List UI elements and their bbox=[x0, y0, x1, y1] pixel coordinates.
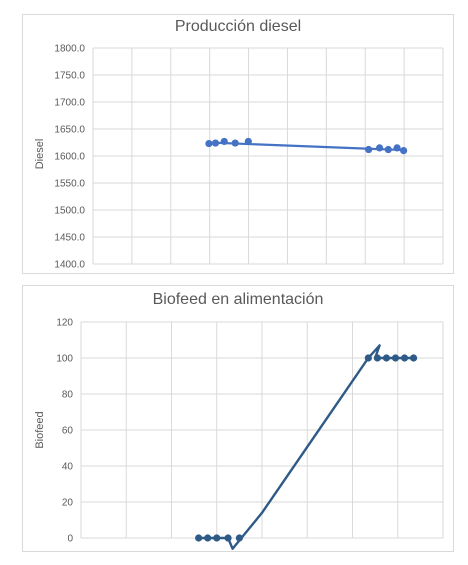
gridlines bbox=[80, 321, 444, 539]
chart-title: Producción diesel bbox=[175, 18, 301, 35]
y-tick-labels: 1800.0 1750.0 1700.0 1650.0 1600.0 1550.0 1500… bbox=[54, 44, 85, 271]
y-tick-label: 60 bbox=[62, 426, 74, 437]
data-point bbox=[364, 354, 372, 362]
data-point bbox=[375, 144, 384, 152]
diesel-chart: Producción diesel Diesel 1800.0 1750.0 170… bbox=[34, 18, 444, 271]
series-marks bbox=[195, 344, 418, 550]
y-tick-label: 0 bbox=[67, 534, 73, 545]
y-tick-label: 40 bbox=[62, 462, 74, 473]
data-point bbox=[384, 145, 392, 154]
data-point bbox=[211, 139, 220, 147]
data-point bbox=[409, 354, 418, 362]
y-tick-labels: 120 100 80 60 40 20 0 bbox=[56, 318, 73, 545]
data-point bbox=[213, 534, 221, 542]
data-point bbox=[231, 139, 239, 147]
y-tick-label: 100 bbox=[56, 354, 73, 365]
y-axis-title: Biofeed bbox=[34, 411, 46, 448]
chart-title: Biofeed en alimentación bbox=[153, 291, 324, 308]
y-tick-label: 1500.0 bbox=[54, 206, 85, 217]
y-tick-label: 20 bbox=[62, 498, 74, 509]
y-tick-label: 1450.0 bbox=[54, 233, 85, 244]
data-point bbox=[224, 534, 232, 542]
series-line bbox=[198, 344, 414, 550]
data-point bbox=[393, 144, 401, 152]
data-point bbox=[400, 147, 408, 155]
data-point bbox=[235, 534, 243, 542]
data-point bbox=[244, 137, 252, 146]
y-tick-label: 1400.0 bbox=[54, 260, 85, 271]
gridlines bbox=[92, 47, 444, 265]
y-tick-label: 1550.0 bbox=[54, 179, 85, 190]
series-marks bbox=[205, 137, 408, 155]
data-point bbox=[365, 145, 373, 154]
y-tick-label: 1600.0 bbox=[54, 152, 85, 163]
data-point bbox=[391, 354, 400, 362]
y-axis-title: Diesel bbox=[34, 139, 46, 170]
y-tick-label: 1700.0 bbox=[54, 98, 85, 109]
data-point bbox=[400, 354, 409, 362]
data-point bbox=[220, 137, 228, 146]
diesel-chart-panel: Producción diesel Diesel 1800.0 1750.0 170… bbox=[22, 14, 454, 274]
data-point bbox=[204, 534, 212, 542]
y-tick-label: 1800.0 bbox=[54, 44, 85, 55]
y-tick-label: 1650.0 bbox=[54, 125, 85, 136]
data-point bbox=[205, 139, 213, 148]
data-point bbox=[373, 354, 381, 362]
y-tick-label: 80 bbox=[62, 390, 74, 401]
data-point bbox=[382, 354, 391, 362]
biofeed-chart: Biofeed en alimentación Biofeed 120 100 80… bbox=[34, 291, 444, 550]
biofeed-chart-panel: Biofeed en alimentación Biofeed 120 100 80… bbox=[22, 285, 454, 552]
y-tick-label: 1750.0 bbox=[54, 71, 85, 82]
data-point bbox=[195, 534, 203, 542]
y-tick-label: 120 bbox=[56, 318, 73, 329]
